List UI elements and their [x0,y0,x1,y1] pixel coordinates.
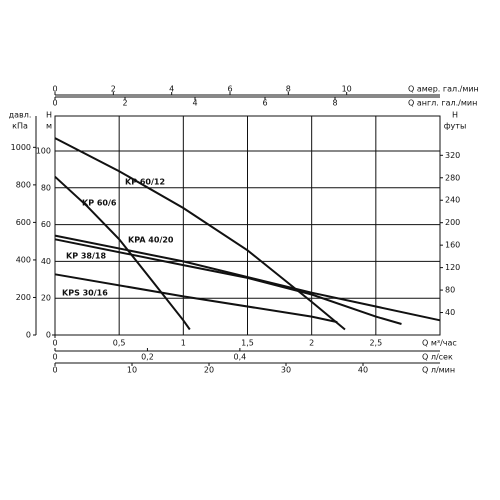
uk_gpm-axis-label: Q англ. гал./мин [408,99,477,108]
lps-tick-label: 0,2 [141,353,154,362]
us_gpm-tick-label: 2 [111,85,116,94]
kpa-tick-label: 800 [16,180,31,189]
x-tick-label: 2,5 [369,339,382,348]
feet-tick-label: 280 [445,173,460,182]
lpm-tick-label: 30 [281,366,291,375]
feet-axis-label: футы [444,122,467,131]
us_gpm-axis-label: Q амер. гал./мин [408,85,479,94]
kpa-axis-label: кПа [12,122,28,131]
kpa-tick-label: 0 [26,331,31,340]
curve [54,238,402,325]
y-tick-label: 80 [41,183,51,192]
y-axis-label: м [46,122,52,131]
curve [54,137,346,331]
us_gpm-tick-label: 0 [52,85,57,94]
lpm-tick-label: 0 [52,366,57,375]
kpa-tick-label: 1000 [11,143,31,152]
curve [54,175,191,331]
feet-tick-label: 320 [445,151,460,160]
y-tick-label: 0 [46,331,51,340]
uk_gpm-tick-label: 2 [122,99,127,108]
uk_gpm-tick-label: 8 [332,99,337,108]
kpa-axis-label: давл. [9,111,32,120]
feet-tick-label: 120 [445,263,460,272]
y-tick-label: 60 [41,220,51,229]
us_gpm-tick-label: 4 [169,85,174,94]
lpm-axis-label: Q л/мин [422,366,455,375]
y-axis-label: H [46,111,52,120]
us_gpm-tick-label: 8 [286,85,291,94]
uk_gpm-tick-label: 0 [52,99,57,108]
feet-tick-label: 240 [445,196,460,205]
kpa-tick-label: 600 [16,218,31,227]
series-label: KPS 30/16 [62,289,108,298]
feet-axis-label: H [452,111,458,120]
x-tick-label: 1,5 [241,339,254,348]
x-tick-label: 1 [181,339,186,348]
y-tick-label: 100 [36,146,51,155]
series-label: KPA 40/20 [128,236,174,245]
series-label: KP 38/18 [66,252,106,261]
curve [54,273,338,324]
feet-tick-label: 80 [445,286,455,295]
x-tick-label: 0 [52,339,57,348]
uk_gpm-tick-label: 6 [262,99,267,108]
lps-tick-label: 0 [52,353,57,362]
feet-tick-label: 160 [445,241,460,250]
lps-tick-label: 0,4 [234,353,247,362]
uk_gpm-tick-label: 4 [192,99,197,108]
us_gpm-tick-label: 6 [227,85,232,94]
series-label: KP 60/6 [82,199,117,208]
feet-tick-label: 40 [445,308,455,317]
kpa-tick-label: 200 [16,293,31,302]
x-axis-label: Q м³/час [422,339,457,348]
lpm-tick-label: 40 [358,366,368,375]
y-tick-label: 20 [41,294,51,303]
feet-tick-label: 200 [445,218,460,227]
x-tick-label: 2 [309,339,314,348]
y-tick-label: 40 [41,257,51,266]
lpm-tick-label: 20 [204,366,214,375]
lpm-tick-label: 10 [127,366,137,375]
us_gpm-tick-label: 10 [342,85,352,94]
x-tick-label: 0,5 [113,339,126,348]
series-label: KP 60/12 [125,178,165,187]
lps-axis-label: Q л/сек [422,353,453,362]
kpa-tick-label: 400 [16,255,31,264]
